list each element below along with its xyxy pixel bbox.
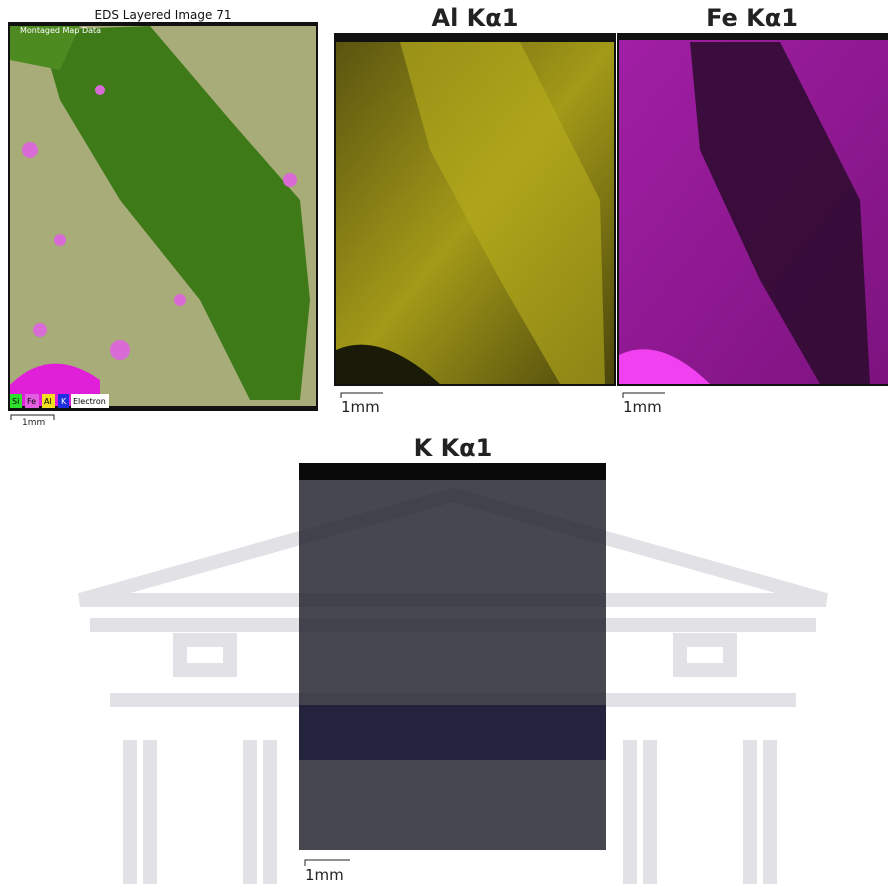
image-region [336,344,440,384]
scale-label: 1mm [22,418,45,428]
panel-title: K Kα1 [414,434,493,462]
fe-spots [22,85,297,360]
image-subtitle: Montaged Map Data [20,26,101,35]
panel-title: Fe Kα1 [706,4,798,32]
legend-label: Si [12,397,19,406]
scale-bar [10,414,55,420]
k-map [299,480,606,850]
legend-label: Electron [73,397,106,406]
legend: Si Fe Al K Electron [10,394,109,408]
scale-bar [304,859,350,866]
legend-label: K [61,397,67,406]
image-region [619,349,710,384]
legend-swatch [10,394,22,408]
scale-bar [340,392,383,398]
legend-swatch [71,394,109,408]
legend-label: Fe [27,397,36,406]
image-region [10,26,80,70]
legend-swatch [58,394,69,408]
scale-label: 1mm [305,866,344,884]
panel-title: Al Kα1 [432,4,519,32]
image-region [40,26,310,400]
image-region [299,705,606,760]
image-region [400,42,605,384]
scale-label: 1mm [623,398,662,416]
legend-label: Al [44,397,52,406]
scale-bar [622,392,665,398]
scale-label: 1mm [341,398,380,416]
legend-swatch [42,394,55,408]
image-region [690,42,870,384]
k-map-top [299,463,606,480]
legend-swatch [25,394,39,408]
panel-title: EDS Layered Image 71 [95,8,232,22]
